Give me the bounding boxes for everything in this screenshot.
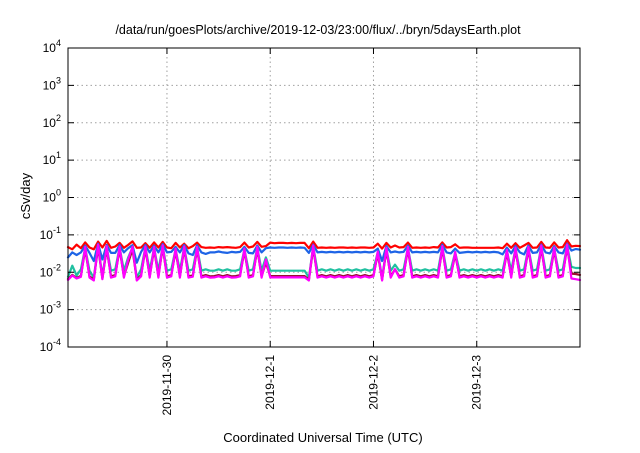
grid-layer (68, 48, 580, 347)
y-axis-label: cSv/day (18, 172, 33, 219)
y-tick-label: 10-1 (40, 225, 61, 242)
y-tick-label: 10-3 (40, 300, 61, 317)
x-tick-label: 2019-12-2 (366, 355, 380, 410)
y-tick-label: 104 (43, 38, 61, 55)
y-tick-label: 10-4 (40, 337, 61, 354)
y-tick-label: 102 (43, 113, 61, 130)
x-tick-label: 2019-12-3 (470, 355, 484, 410)
series-line-1 (66, 239, 582, 251)
chart-title: /data/run/goesPlots/archive/2019-12-03/2… (115, 23, 521, 37)
tick-layer: 10-4 10-3 10-2 10-1 100 101 102 103 104 2019-11-3… (40, 38, 580, 416)
y-tick-label: 103 (43, 75, 61, 92)
y-tick-label: 100 (43, 188, 61, 205)
plot-frame (67, 47, 581, 348)
x-axis-label: Coordinated Universal Time (UTC) (223, 430, 422, 445)
series-layer (66, 239, 582, 282)
y-tick-label: 101 (43, 150, 61, 167)
x-tick-label: 2019-11-30 (160, 355, 174, 416)
x-tick-label: 2019-12-1 (263, 355, 277, 410)
y-tick-label: 10-2 (40, 262, 61, 279)
series-line-5 (66, 243, 582, 282)
